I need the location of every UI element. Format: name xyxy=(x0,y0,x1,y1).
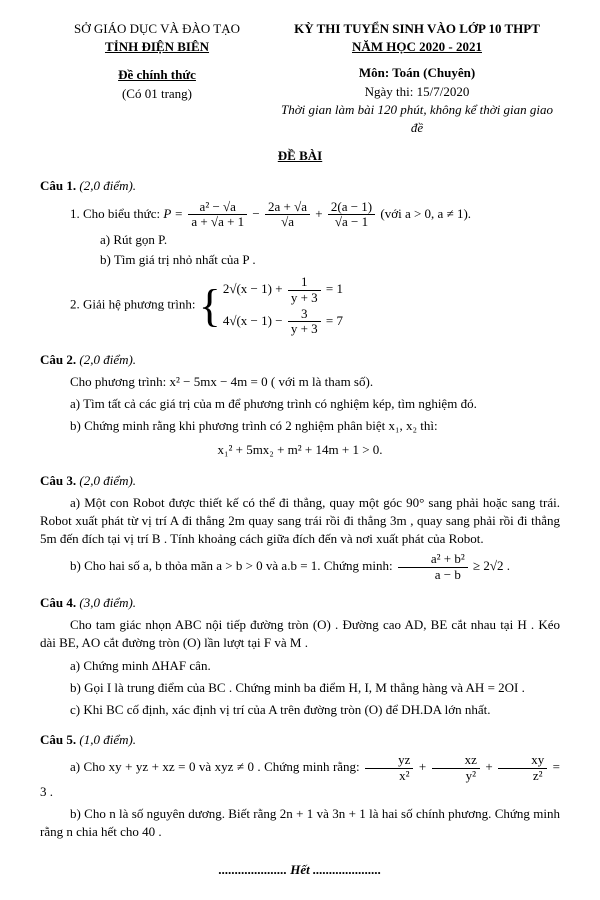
frac-num: 1 xyxy=(288,275,321,290)
q1-p1a: a) Rút gọn P. xyxy=(100,231,560,249)
q3-b-frac: a² + b²a − b xyxy=(398,552,468,582)
question-3: Câu 3. (2,0 điểm). a) Một con Robot được… xyxy=(40,472,560,582)
plus: + xyxy=(315,205,326,220)
q4-title: Câu 4. xyxy=(40,595,76,610)
q1-pts: (2,0 điểm). xyxy=(79,178,136,193)
header: SỞ GIÁO DỤC VÀ ĐÀO TẠO TỈNH ĐIỆN BIÊN Đề… xyxy=(40,20,560,137)
q3-pts: (2,0 điểm). xyxy=(79,473,136,488)
frac-num: xz xyxy=(432,753,480,768)
q2-b: b) Chứng minh rằng khi phương trình có 2… xyxy=(70,417,560,435)
q1-p2-lead: 2. Giải hệ phương trình: xyxy=(70,297,199,312)
date: Ngày thi: 15/7/2020 xyxy=(274,83,560,101)
question-4: Câu 4. (3,0 điểm). Cho tam giác nhọn ABC… xyxy=(40,594,560,719)
q4-lead: Cho tam giác nhọn ABC nội tiếp đường trò… xyxy=(40,616,560,652)
q5-frac2: xzy² xyxy=(432,753,480,783)
q5-pts: (1,0 điểm). xyxy=(79,732,136,747)
eq1-lhs: 2√(x − 1) + xyxy=(223,281,286,296)
q5-title: Câu 5. xyxy=(40,732,76,747)
q4-c: c) Khi BC cố định, xác định vị trí của A… xyxy=(70,701,560,719)
q1-p1-lead: 1. Cho biểu thức: xyxy=(70,205,163,220)
frac-num: xy xyxy=(498,753,547,768)
question-1: Câu 1. (2,0 điểm). 1. Cho biểu thức: P =… xyxy=(40,177,560,338)
frac-den: √a xyxy=(265,215,310,229)
frac-num: yz xyxy=(365,753,413,768)
q1-frac3: 2(a − 1)√a − 1 xyxy=(328,200,375,230)
eq1-frac: 1y + 3 xyxy=(288,275,321,305)
q4-b: b) Gọi I là trung điểm của BC . Chứng mi… xyxy=(70,679,560,697)
frac-num: 2a + √a xyxy=(265,200,310,215)
q1-cond: (với a > 0, a ≠ 1). xyxy=(380,205,471,220)
exam-title-2: NĂM HỌC 2020 - 2021 xyxy=(274,38,560,56)
q5-frac3: xyz² xyxy=(498,753,547,783)
q4-pts: (3,0 điểm). xyxy=(79,595,136,610)
q3-b-lead: b) Cho hai số a, b thỏa mãn a > b > 0 và… xyxy=(70,558,396,573)
q2-a: a) Tìm tất cả các giá trị của m để phươn… xyxy=(70,395,560,413)
system: { 2√(x − 1) + 1y + 3 = 1 4√(x − 1) − 3y … xyxy=(199,273,343,338)
eq2: 4√(x − 1) − 3y + 3 = 7 xyxy=(223,307,343,337)
q5-frac1: yzx² xyxy=(365,753,413,783)
frac-den: a − b xyxy=(398,568,468,582)
header-right: KỲ THI TUYỂN SINH VÀO LỚP 10 THPT NĂM HỌ… xyxy=(274,20,560,137)
dept: SỞ GIÁO DỤC VÀ ĐÀO TẠO xyxy=(40,20,274,38)
eq1: 2√(x − 1) + 1y + 3 = 1 xyxy=(223,275,343,305)
q1-p1: 1. Cho biểu thức: P = a² − √aa + √a + 1 … xyxy=(70,200,560,230)
brace-icon: { xyxy=(199,283,221,329)
eq2-frac: 3y + 3 xyxy=(288,307,321,337)
frac-den: y² xyxy=(432,769,480,783)
frac-den: a + √a + 1 xyxy=(188,215,247,229)
frac-num: 3 xyxy=(288,307,321,322)
q5-b: b) Cho n là số nguyên dương. Biết rằng 2… xyxy=(40,805,560,841)
duration: Thời gian làm bài 120 phút, không kể thờ… xyxy=(274,101,560,137)
q4-a: a) Chứng minh ΔHAF cân. xyxy=(70,657,560,675)
main-title: ĐỀ BÀI xyxy=(40,147,560,165)
q2-eq: x₁² + 5mx₂ + m² + 14m + 1 > 0. xyxy=(40,441,560,459)
frac-den: √a − 1 xyxy=(328,215,375,229)
q5-a: a) Cho xy + yz + xz = 0 và xyz ≠ 0 . Chứ… xyxy=(40,753,560,801)
q3-a: a) Một con Robot được thiết kế có thể đi… xyxy=(40,494,560,549)
eq1-rhs: = 1 xyxy=(323,281,343,296)
frac-den: y + 3 xyxy=(288,291,321,305)
exam-title-1: KỲ THI TUYỂN SINH VÀO LỚP 10 THPT xyxy=(274,20,560,38)
q5-a-lead: a) Cho xy + yz + xz = 0 và xyz ≠ 0 . Chứ… xyxy=(70,759,363,774)
q2-title: Câu 2. xyxy=(40,352,76,367)
q1-frac2: 2a + √a√a xyxy=(265,200,310,230)
q2-pts: (2,0 điểm). xyxy=(79,352,136,367)
q1-p1-P: P = xyxy=(163,205,186,220)
minus: − xyxy=(252,205,263,220)
system-eqs: 2√(x − 1) + 1y + 3 = 1 4√(x − 1) − 3y + … xyxy=(223,273,343,338)
frac-den: x² xyxy=(365,769,413,783)
q3-title: Câu 3. xyxy=(40,473,76,488)
q1-p2: 2. Giải hệ phương trình: { 2√(x − 1) + 1… xyxy=(70,273,560,338)
question-5: Câu 5. (1,0 điểm). a) Cho xy + yz + xz =… xyxy=(40,731,560,841)
frac-den: y + 3 xyxy=(288,322,321,336)
q2-lead: Cho phương trình: x² − 5mx − 4m = 0 ( vớ… xyxy=(70,373,560,391)
eq2-rhs: = 7 xyxy=(323,313,343,328)
eq2-lhs: 4√(x − 1) − xyxy=(223,313,286,328)
province: TỈNH ĐIỆN BIÊN xyxy=(40,38,274,56)
pages: (Có 01 trang) xyxy=(40,85,274,103)
q1-frac1: a² − √aa + √a + 1 xyxy=(188,200,247,230)
header-left: SỞ GIÁO DỤC VÀ ĐÀO TẠO TỈNH ĐIỆN BIÊN Đề… xyxy=(40,20,274,137)
frac-num: a² + b² xyxy=(398,552,468,567)
question-2: Câu 2. (2,0 điểm). Cho phương trình: x² … xyxy=(40,351,560,460)
frac-num: 2(a − 1) xyxy=(328,200,375,215)
q3-b-rhs: ≥ 2√2 . xyxy=(473,558,510,573)
q3-b: b) Cho hai số a, b thỏa mãn a > b > 0 và… xyxy=(40,552,560,582)
q1-p1b: b) Tìm giá trị nhỏ nhất của P . xyxy=(100,251,560,269)
frac-den: z² xyxy=(498,769,547,783)
official: Đề chính thức xyxy=(40,66,274,84)
q1-title: Câu 1. xyxy=(40,178,76,193)
subject: Môn: Toán (Chuyên) xyxy=(274,64,560,82)
frac-num: a² − √a xyxy=(188,200,247,215)
end-line: ..................... Hết ..............… xyxy=(40,861,560,879)
